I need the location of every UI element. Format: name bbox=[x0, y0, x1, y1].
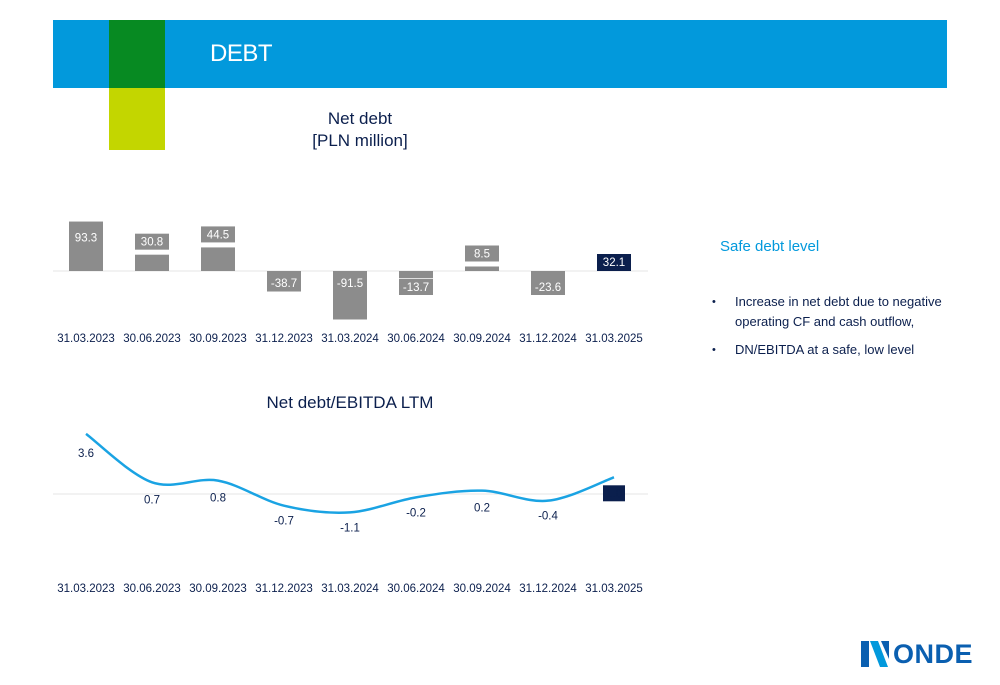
bullet-dot-icon: • bbox=[712, 344, 716, 356]
bar bbox=[267, 271, 301, 292]
bullet-dot-icon: • bbox=[712, 296, 716, 308]
x-tick-label: 30.09.2023 bbox=[189, 333, 247, 345]
bar-label-box bbox=[201, 226, 235, 243]
bar-value-label: 30.8 bbox=[141, 237, 163, 249]
bar bbox=[135, 254, 169, 271]
x-tick-label: 30.06.2023 bbox=[123, 333, 181, 345]
x-tick-label: 30.06.2023 bbox=[123, 583, 181, 595]
logo-text: ONDE bbox=[893, 638, 974, 669]
onde-logo-mark-icon bbox=[861, 641, 889, 667]
page-title: DEBT bbox=[210, 40, 273, 67]
bar-label-box bbox=[399, 279, 433, 295]
bar bbox=[201, 247, 235, 271]
x-tick-label: 30.09.2024 bbox=[453, 333, 511, 345]
x-tick-label: 31.03.2025 bbox=[585, 583, 643, 595]
x-tick-label: 30.09.2023 bbox=[189, 583, 247, 595]
x-tick-label: 31.12.2023 bbox=[255, 583, 313, 595]
bar-label-box bbox=[135, 233, 169, 250]
bullet-item: • Increase in net debt due to negative op… bbox=[712, 292, 962, 332]
x-tick-label: 30.06.2024 bbox=[387, 333, 445, 345]
line-value-label: -1.1 bbox=[340, 522, 360, 534]
line-value-label: 0.8 bbox=[210, 493, 226, 505]
bullet-list: • Increase in net debt due to negative op… bbox=[712, 292, 962, 368]
bar-chart-title: Net debt [PLN million] bbox=[260, 108, 460, 152]
x-tick-label: 31.03.2024 bbox=[321, 583, 379, 595]
green-accent-block bbox=[109, 20, 165, 88]
line-value-label: -0.2 bbox=[406, 507, 426, 519]
x-tick-label: 31.03.2023 bbox=[57, 333, 115, 345]
bar-value-label: -91.5 bbox=[337, 278, 363, 290]
line-value-label: -0.4 bbox=[538, 511, 558, 523]
bar-chart-title-line-1: Net debt bbox=[327, 109, 393, 128]
bar-value-label: 93.3 bbox=[75, 233, 97, 245]
bar-value-label: -23.6 bbox=[535, 282, 561, 294]
bullet-item: • DN/EBITDA at a safe, low level bbox=[712, 340, 962, 360]
line-label-box bbox=[603, 485, 625, 502]
bar-chart-title-line-2: [PLN million] bbox=[312, 131, 408, 150]
x-tick-label: 31.12.2023 bbox=[255, 333, 313, 345]
bar-label-box bbox=[465, 245, 499, 262]
bar-value-label: 32.1 bbox=[603, 257, 625, 269]
bar bbox=[399, 271, 433, 279]
side-panel-heading: Safe debt level bbox=[720, 238, 820, 255]
bar-label-box bbox=[531, 279, 565, 295]
lime-accent-block bbox=[109, 88, 165, 150]
line-value-label: 3.6 bbox=[78, 448, 94, 460]
bar-value-label: 8.5 bbox=[474, 248, 490, 260]
x-tick-label: 31.03.2024 bbox=[321, 333, 379, 345]
line-value-label: 1.0 bbox=[606, 488, 622, 500]
header-band bbox=[53, 20, 947, 88]
x-tick-label: 30.09.2024 bbox=[453, 583, 511, 595]
x-tick-label: 30.06.2024 bbox=[387, 583, 445, 595]
x-tick-label: 31.03.2025 bbox=[585, 333, 643, 345]
line-value-label: 0.7 bbox=[144, 494, 160, 506]
bar-value-label: -13.7 bbox=[403, 282, 429, 294]
x-tick-label: 31.03.2023 bbox=[57, 583, 115, 595]
x-tick-label: 31.12.2024 bbox=[519, 333, 577, 345]
line-chart-title: Net debt/EBITDA LTM bbox=[266, 393, 434, 412]
onde-logo: ONDE bbox=[861, 638, 974, 669]
line-value-label: 0.2 bbox=[474, 503, 490, 515]
bullet-text: Increase in net debt due to negative ope… bbox=[735, 294, 942, 329]
bar bbox=[597, 254, 631, 271]
bar bbox=[333, 271, 367, 320]
bar bbox=[465, 266, 499, 271]
bullet-text: DN/EBITDA at a safe, low level bbox=[735, 342, 915, 357]
bar-value-label: -38.7 bbox=[271, 278, 297, 290]
x-tick-label: 31.12.2024 bbox=[519, 583, 577, 595]
line-series bbox=[85, 432, 615, 514]
bar bbox=[69, 221, 103, 271]
line-value-label: -0.7 bbox=[274, 516, 294, 528]
bar-value-label: 44.5 bbox=[207, 229, 229, 241]
